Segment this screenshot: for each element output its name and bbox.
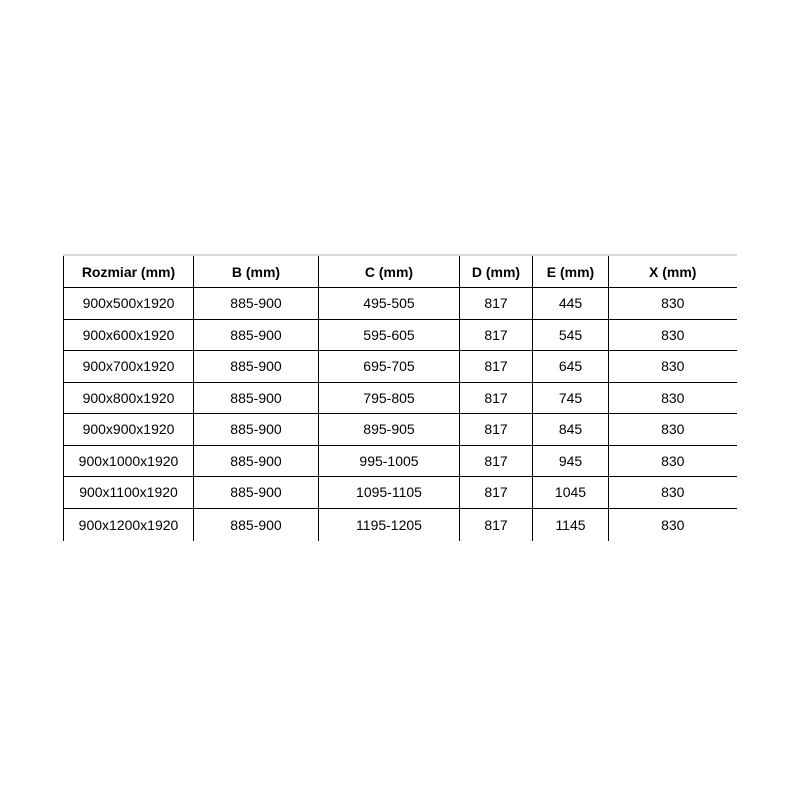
table-cell: 595-605 [318,319,460,351]
table-cell: 545 [532,319,609,351]
table-cell: 817 [459,382,533,414]
table-cell: 817 [459,413,533,446]
column-header-rozmiar: Rozmiar (mm) [63,255,194,288]
table-cell: 900x700x1920 [63,350,194,383]
column-header-x: X (mm) [608,255,737,288]
table-cell: 817 [459,476,533,509]
table-row: 900x1100x1920 885-900 1095-1105 817 1045… [63,476,737,509]
table-row: 900x800x1920 885-900 795-805 817 745 830 [63,382,737,414]
table-cell: 995-1005 [318,445,460,477]
table-row: 900x1200x1920 885-900 1195-1205 817 1145… [63,508,737,541]
table-cell: 695-705 [318,350,460,383]
table-row: 900x700x1920 885-900 695-705 817 645 830 [63,350,737,383]
column-header-c: C (mm) [318,255,460,288]
table-row: 900x900x1920 885-900 895-905 817 845 830 [63,413,737,446]
table-cell: 830 [608,287,737,320]
table-cell: 885-900 [193,445,319,477]
table-cell: 745 [532,382,609,414]
table-cell: 1095-1105 [318,476,460,509]
table-cell: 900x1000x1920 [63,445,194,477]
table-cell: 830 [608,319,737,351]
table-cell: 1045 [532,476,609,509]
table-cell: 830 [608,445,737,477]
table-cell: 885-900 [193,287,319,320]
column-header-b: B (mm) [193,255,319,288]
table-cell: 795-805 [318,382,460,414]
table-cell: 885-900 [193,476,319,509]
table-cell: 885-900 [193,508,319,541]
dimensions-spec-table: Rozmiar (mm) B (mm) C (mm) D (mm) E (mm)… [63,254,737,541]
table-cell: 885-900 [193,413,319,446]
table-cell: 1195-1205 [318,508,460,541]
table-row: 900x500x1920 885-900 495-505 817 445 830 [63,287,737,320]
table-row: 900x1000x1920 885-900 995-1005 817 945 8… [63,445,737,477]
table-cell: 1145 [532,508,609,541]
table-cell: 900x900x1920 [63,413,194,446]
table-cell: 445 [532,287,609,320]
table-cell: 885-900 [193,319,319,351]
table-cell: 900x800x1920 [63,382,194,414]
table-cell: 830 [608,413,737,446]
table-cell: 817 [459,508,533,541]
table-cell: 900x600x1920 [63,319,194,351]
table-cell: 830 [608,508,737,541]
table-cell: 495-505 [318,287,460,320]
table-cell: 830 [608,476,737,509]
table-cell: 817 [459,445,533,477]
table-cell: 900x1100x1920 [63,476,194,509]
table-cell: 900x500x1920 [63,287,194,320]
table-cell: 945 [532,445,609,477]
table-cell: 817 [459,350,533,383]
table-cell: 817 [459,287,533,320]
table-cell: 830 [608,350,737,383]
table-cell: 817 [459,319,533,351]
table-header-row: Rozmiar (mm) B (mm) C (mm) D (mm) E (mm)… [63,255,737,288]
table-cell: 830 [608,382,737,414]
table-cell: 645 [532,350,609,383]
column-header-d: D (mm) [459,255,533,288]
column-header-e: E (mm) [532,255,609,288]
table-cell: 900x1200x1920 [63,508,194,541]
table-cell: 885-900 [193,350,319,383]
table-row: 900x600x1920 885-900 595-605 817 545 830 [63,319,737,351]
table-cell: 845 [532,413,609,446]
table-cell: 895-905 [318,413,460,446]
table-cell: 885-900 [193,382,319,414]
